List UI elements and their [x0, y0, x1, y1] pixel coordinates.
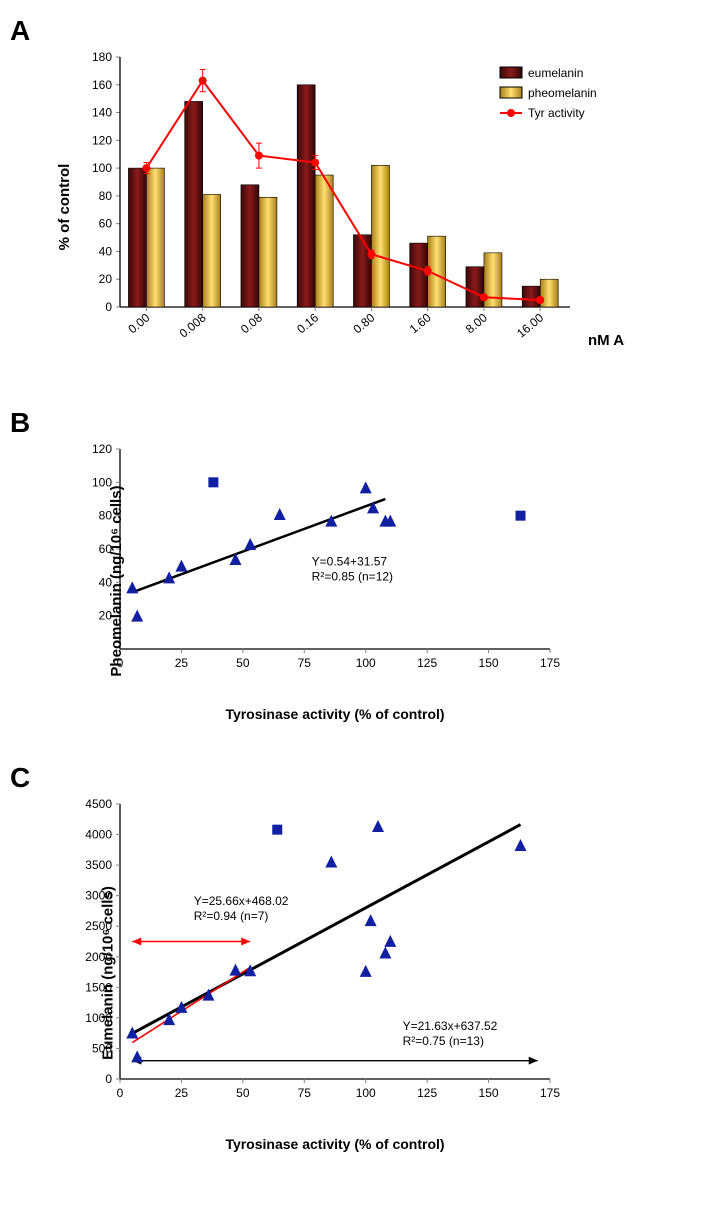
svg-text:Y=21.63x+637.52: Y=21.63x+637.52 [403, 1019, 498, 1033]
svg-text:3500: 3500 [85, 858, 112, 872]
svg-text:0.16: 0.16 [294, 310, 321, 336]
svg-text:eumelanin: eumelanin [528, 66, 583, 80]
svg-text:Tyr activity: Tyr activity [528, 106, 585, 120]
svg-text:pheomelanin: pheomelanin [528, 86, 597, 100]
svg-text:R²=0.85 (n=12): R²=0.85 (n=12) [312, 570, 393, 584]
svg-text:0.008: 0.008 [177, 310, 209, 340]
svg-text:50: 50 [236, 656, 250, 670]
svg-text:0.00: 0.00 [125, 310, 152, 336]
svg-text:75: 75 [298, 656, 312, 670]
svg-text:8.00: 8.00 [463, 310, 490, 336]
svg-text:Y=25.66x+468.02: Y=25.66x+468.02 [194, 894, 289, 908]
panel-a-label: A [10, 15, 695, 47]
svg-text:0.08: 0.08 [238, 310, 265, 336]
svg-text:100: 100 [356, 656, 376, 670]
svg-text:20: 20 [99, 272, 113, 286]
svg-text:175: 175 [540, 656, 560, 670]
svg-text:180: 180 [92, 50, 112, 64]
svg-text:120: 120 [92, 133, 112, 147]
svg-text:120: 120 [92, 442, 112, 456]
svg-text:nM ASP: nM ASP [588, 332, 625, 349]
svg-text:0: 0 [117, 1086, 124, 1100]
svg-text:160: 160 [92, 78, 112, 92]
svg-text:150: 150 [479, 656, 499, 670]
svg-text:0.80: 0.80 [350, 310, 377, 336]
svg-text:R²=0.94 (n=7): R²=0.94 (n=7) [194, 909, 269, 923]
svg-text:25: 25 [175, 656, 189, 670]
svg-text:100: 100 [92, 161, 112, 175]
svg-text:80: 80 [99, 189, 113, 203]
svg-text:R²=0.75 (n=13): R²=0.75 (n=13) [403, 1034, 484, 1048]
svg-text:100: 100 [356, 1086, 376, 1100]
panel-b-xlabel: Tyrosinase activity (% of control) [65, 706, 605, 722]
panel-c-label: C [10, 762, 695, 794]
svg-text:60: 60 [99, 217, 113, 231]
panel-a-ylabel: % of control [56, 164, 73, 251]
panel-c-ylabel: Eumelanin (ng/10⁶ cells) [99, 886, 116, 1060]
svg-text:0: 0 [105, 300, 112, 314]
panel-b-label: B [10, 407, 695, 439]
svg-text:175: 175 [540, 1086, 560, 1100]
svg-text:50: 50 [236, 1086, 250, 1100]
panel-a-chart: % of control 0204060801001201401601800.0… [65, 47, 625, 367]
svg-text:Y=0.54+31.57: Y=0.54+31.57 [312, 555, 388, 569]
svg-text:75: 75 [298, 1086, 312, 1100]
svg-text:140: 140 [92, 106, 112, 120]
svg-text:4000: 4000 [85, 828, 112, 842]
panel-b-ylabel: Pheomelanin (ng/10⁶ cells) [108, 485, 125, 676]
svg-text:0: 0 [105, 1072, 112, 1086]
svg-text:25: 25 [175, 1086, 189, 1100]
svg-text:150: 150 [479, 1086, 499, 1100]
svg-text:1.60: 1.60 [407, 310, 434, 336]
svg-text:125: 125 [417, 1086, 437, 1100]
panel-c-chart: Eumelanin (ng/10⁶ cells) 050010001500200… [65, 794, 605, 1152]
panel-b-chart: Pheomelanin (ng/10⁶ cells) 2040608010012… [65, 439, 605, 722]
svg-text:4500: 4500 [85, 797, 112, 811]
svg-text:125: 125 [417, 656, 437, 670]
svg-text:40: 40 [99, 244, 113, 258]
panel-c-xlabel: Tyrosinase activity (% of control) [65, 1136, 605, 1152]
svg-text:16.00: 16.00 [514, 310, 546, 340]
